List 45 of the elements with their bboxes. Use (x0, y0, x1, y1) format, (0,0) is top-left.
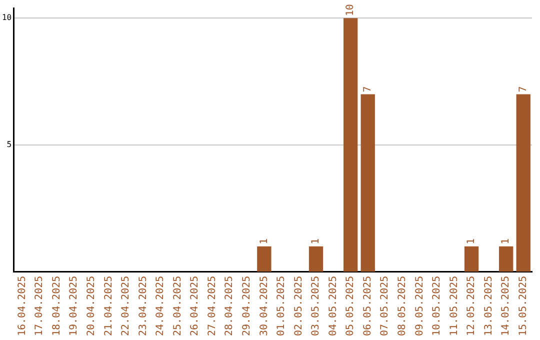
x-tick-label: 27.04.2025 (206, 276, 218, 336)
data-label: 7 (518, 86, 529, 92)
data-label: 7 (362, 86, 374, 92)
x-tick-label: 07.05.2025 (380, 276, 391, 336)
x-tick-label: 13.05.2025 (483, 276, 494, 336)
x-tick-label: 24.04.2025 (155, 276, 166, 336)
x-tick-label: 03.05.2025 (310, 276, 322, 336)
bar (516, 94, 530, 272)
x-tick-label: 16.04.2025 (16, 276, 28, 336)
bar (343, 18, 358, 272)
x-tick-label: 25.04.2025 (172, 276, 184, 336)
x-tick-label: 17.04.2025 (34, 276, 46, 336)
x-tick-label: 28.04.2025 (224, 276, 236, 336)
x-tick-label: 11.05.2025 (448, 276, 460, 336)
bar (464, 246, 479, 272)
bar (360, 94, 375, 272)
x-tick-label: 05.05.2025 (345, 276, 356, 336)
y-tick-label: 5 (6, 140, 12, 150)
bar (308, 246, 324, 272)
x-tick-label: 30.04.2025 (258, 276, 270, 336)
x-tick-label: 02.05.2025 (293, 276, 304, 336)
x-tick-label: 15.05.2025 (518, 276, 529, 336)
x-tick-label: 21.04.2025 (103, 276, 114, 336)
x-tick-label: 04.05.2025 (328, 276, 339, 336)
x-tick-label: 14.05.2025 (500, 276, 512, 336)
x-tick-label: 20.04.2025 (86, 276, 97, 336)
data-label: 10 (345, 4, 356, 16)
x-tick-label: 10.05.2025 (432, 276, 443, 336)
bar (499, 246, 514, 272)
x-tick-label: 08.05.2025 (397, 276, 408, 336)
x-tick-label: 22.04.2025 (120, 276, 132, 336)
x-tick-label: 26.04.2025 (190, 276, 201, 336)
x-tick-label: 18.04.2025 (51, 276, 62, 336)
x-tick-label: 19.04.2025 (68, 276, 80, 336)
x-tick-label: 01.05.2025 (276, 276, 288, 336)
data-label: 1 (466, 238, 478, 244)
data-label: 1 (258, 238, 270, 244)
data-label: 1 (500, 238, 512, 244)
x-tick-label: 29.04.2025 (241, 276, 252, 336)
bar (257, 246, 272, 272)
data-label: 1 (310, 238, 322, 244)
x-tick-label: 23.04.2025 (138, 276, 149, 336)
x-tick-label: 12.05.2025 (466, 276, 478, 336)
x-tick-label: 09.05.2025 (414, 276, 426, 336)
x-tick-label: 06.05.2025 (362, 276, 374, 336)
